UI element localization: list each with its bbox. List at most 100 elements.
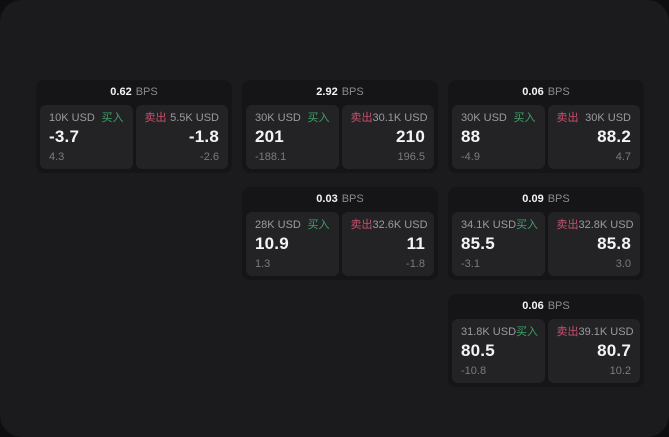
sell-panel[interactable]: 卖出 30.1K USD 210 196.5 <box>341 105 434 169</box>
buy-panel-top: 31.8K USD 买入 <box>461 326 539 338</box>
buy-price: 85.5 <box>461 234 495 254</box>
panels: 10K USD 买入 -3.7 4.3 卖出 5.5K USD -1.8 -2.… <box>36 105 232 173</box>
sell-price: 88.2 <box>597 127 631 147</box>
quote-card-1: 0.62 BPS 10K USD 买入 -3.7 4.3 卖出 5.5K USD <box>36 80 232 173</box>
sell-side-label: 卖出 <box>556 112 579 124</box>
quote-card-6: 0.06 BPS 31.8K USD 买入 80.5 -10.8 卖出 39.1… <box>448 294 644 387</box>
quote-card-grid: 0.62 BPS 10K USD 买入 -3.7 4.3 卖出 5.5K USD <box>36 80 644 387</box>
buy-amount: 31.8K USD <box>461 326 517 338</box>
bps-value: 0.06 <box>522 300 544 312</box>
buy-price: 10.9 <box>255 234 289 254</box>
panels: 31.8K USD 买入 80.5 -10.8 卖出 39.1K USD 80.… <box>448 319 644 387</box>
buy-panel[interactable]: 30K USD 买入 88 -4.9 <box>452 105 545 169</box>
sell-panel[interactable]: 卖出 32.6K USD 11 -1.8 <box>341 212 434 276</box>
bps-value: 2.92 <box>316 86 338 98</box>
bps-value: 0.03 <box>316 193 338 205</box>
bps-value: 0.09 <box>522 193 544 205</box>
buy-side-label: 买入 <box>513 112 536 124</box>
bps-unit-label: BPS <box>341 193 364 205</box>
sell-panel[interactable]: 卖出 5.5K USD -1.8 -2.6 <box>135 105 228 169</box>
buy-delta: -3.1 <box>461 257 480 270</box>
buy-panel[interactable]: 28K USD 买入 10.9 1.3 <box>246 212 339 276</box>
sell-price: 210 <box>396 127 425 147</box>
sell-panel-top: 卖出 30.1K USD <box>350 112 428 124</box>
buy-delta: 4.3 <box>49 150 65 163</box>
buy-panel-top: 34.1K USD 买入 <box>461 219 539 231</box>
buy-side-label: 买入 <box>307 219 330 231</box>
sell-delta: 10.2 <box>609 364 631 377</box>
sell-panel-top: 卖出 39.1K USD <box>556 326 634 338</box>
sell-panel[interactable]: 卖出 39.1K USD 80.7 10.2 <box>547 319 640 383</box>
bps-value: 0.06 <box>522 86 544 98</box>
quote-card-5: 0.09 BPS 34.1K USD 买入 85.5 -3.1 卖出 32.8K… <box>448 187 644 280</box>
sell-panel-top: 卖出 32.6K USD <box>350 219 428 231</box>
sell-side-label: 卖出 <box>350 219 373 231</box>
card-header: 0.06 BPS <box>448 294 644 319</box>
panels: 34.1K USD 买入 85.5 -3.1 卖出 32.8K USD 85.8… <box>448 212 644 280</box>
card-header: 2.92 BPS <box>242 80 438 105</box>
bps-unit-label: BPS <box>135 86 158 98</box>
buy-side-label: 买入 <box>307 112 330 124</box>
panels: 30K USD 买入 88 -4.9 卖出 30K USD 88.2 4.7 <box>448 105 644 173</box>
buy-side-label: 买入 <box>516 326 539 338</box>
sell-amount: 30K USD <box>585 112 631 124</box>
sell-panel[interactable]: 卖出 30K USD 88.2 4.7 <box>547 105 640 169</box>
sell-price: -1.8 <box>188 127 219 147</box>
buy-delta: -10.8 <box>461 364 487 377</box>
buy-price: 201 <box>255 127 284 147</box>
sell-panel-top: 卖出 5.5K USD <box>145 112 220 124</box>
sell-side-label: 卖出 <box>556 326 579 338</box>
buy-amount: 30K USD <box>461 112 507 124</box>
bps-unit-label: BPS <box>547 86 570 98</box>
sell-delta: 196.5 <box>397 150 425 163</box>
sell-delta: 4.7 <box>615 150 631 163</box>
sell-amount: 39.1K USD <box>578 326 634 338</box>
buy-amount: 34.1K USD <box>461 219 517 231</box>
buy-panel-top: 28K USD 买入 <box>255 219 330 231</box>
sell-amount: 32.8K USD <box>578 219 634 231</box>
sell-delta: 3.0 <box>615 257 631 270</box>
buy-amount: 30K USD <box>255 112 301 124</box>
buy-panel[interactable]: 31.8K USD 买入 80.5 -10.8 <box>452 319 545 383</box>
buy-panel-top: 30K USD 买入 <box>461 112 536 124</box>
sell-side-label: 卖出 <box>144 112 167 124</box>
bps-unit-label: BPS <box>341 86 364 98</box>
buy-delta: 1.3 <box>255 257 271 270</box>
sell-amount: 5.5K USD <box>170 112 219 124</box>
bps-unit-label: BPS <box>547 300 570 312</box>
quote-card-3: 0.06 BPS 30K USD 买入 88 -4.9 卖出 30K USD <box>448 80 644 173</box>
bps-value: 0.62 <box>110 86 132 98</box>
quote-card-2: 2.92 BPS 30K USD 买入 201 -188.1 卖出 30.1K … <box>242 80 438 173</box>
buy-price: 88 <box>461 127 481 147</box>
sell-panel-top: 卖出 30K USD <box>557 112 632 124</box>
buy-panel[interactable]: 30K USD 买入 201 -188.1 <box>246 105 339 169</box>
card-header: 0.03 BPS <box>242 187 438 212</box>
card-header: 0.62 BPS <box>36 80 232 105</box>
panels: 28K USD 买入 10.9 1.3 卖出 32.6K USD 11 -1.8 <box>242 212 438 280</box>
buy-side-label: 买入 <box>516 219 539 231</box>
sell-side-label: 卖出 <box>556 219 579 231</box>
bps-unit-label: BPS <box>547 193 570 205</box>
sell-delta: -1.8 <box>406 257 425 270</box>
buy-side-label: 买入 <box>101 112 124 124</box>
buy-delta: -188.1 <box>255 150 287 163</box>
buy-panel-top: 10K USD 买入 <box>49 112 124 124</box>
card-header: 0.09 BPS <box>448 187 644 212</box>
sell-panel-top: 卖出 32.8K USD <box>556 219 634 231</box>
sell-price: 80.7 <box>597 341 631 361</box>
buy-amount: 28K USD <box>255 219 301 231</box>
buy-price: -3.7 <box>49 127 80 147</box>
card-header: 0.06 BPS <box>448 80 644 105</box>
sell-amount: 32.6K USD <box>372 219 428 231</box>
sell-price: 85.8 <box>597 234 631 254</box>
buy-price: 80.5 <box>461 341 495 361</box>
buy-delta: -4.9 <box>461 150 480 163</box>
sell-panel[interactable]: 卖出 32.8K USD 85.8 3.0 <box>547 212 640 276</box>
buy-amount: 10K USD <box>49 112 95 124</box>
buy-panel[interactable]: 10K USD 买入 -3.7 4.3 <box>40 105 133 169</box>
sell-delta: -2.6 <box>200 150 219 163</box>
buy-panel[interactable]: 34.1K USD 买入 85.5 -3.1 <box>452 212 545 276</box>
panels: 30K USD 买入 201 -188.1 卖出 30.1K USD 210 1… <box>242 105 438 173</box>
sell-side-label: 卖出 <box>350 112 373 124</box>
